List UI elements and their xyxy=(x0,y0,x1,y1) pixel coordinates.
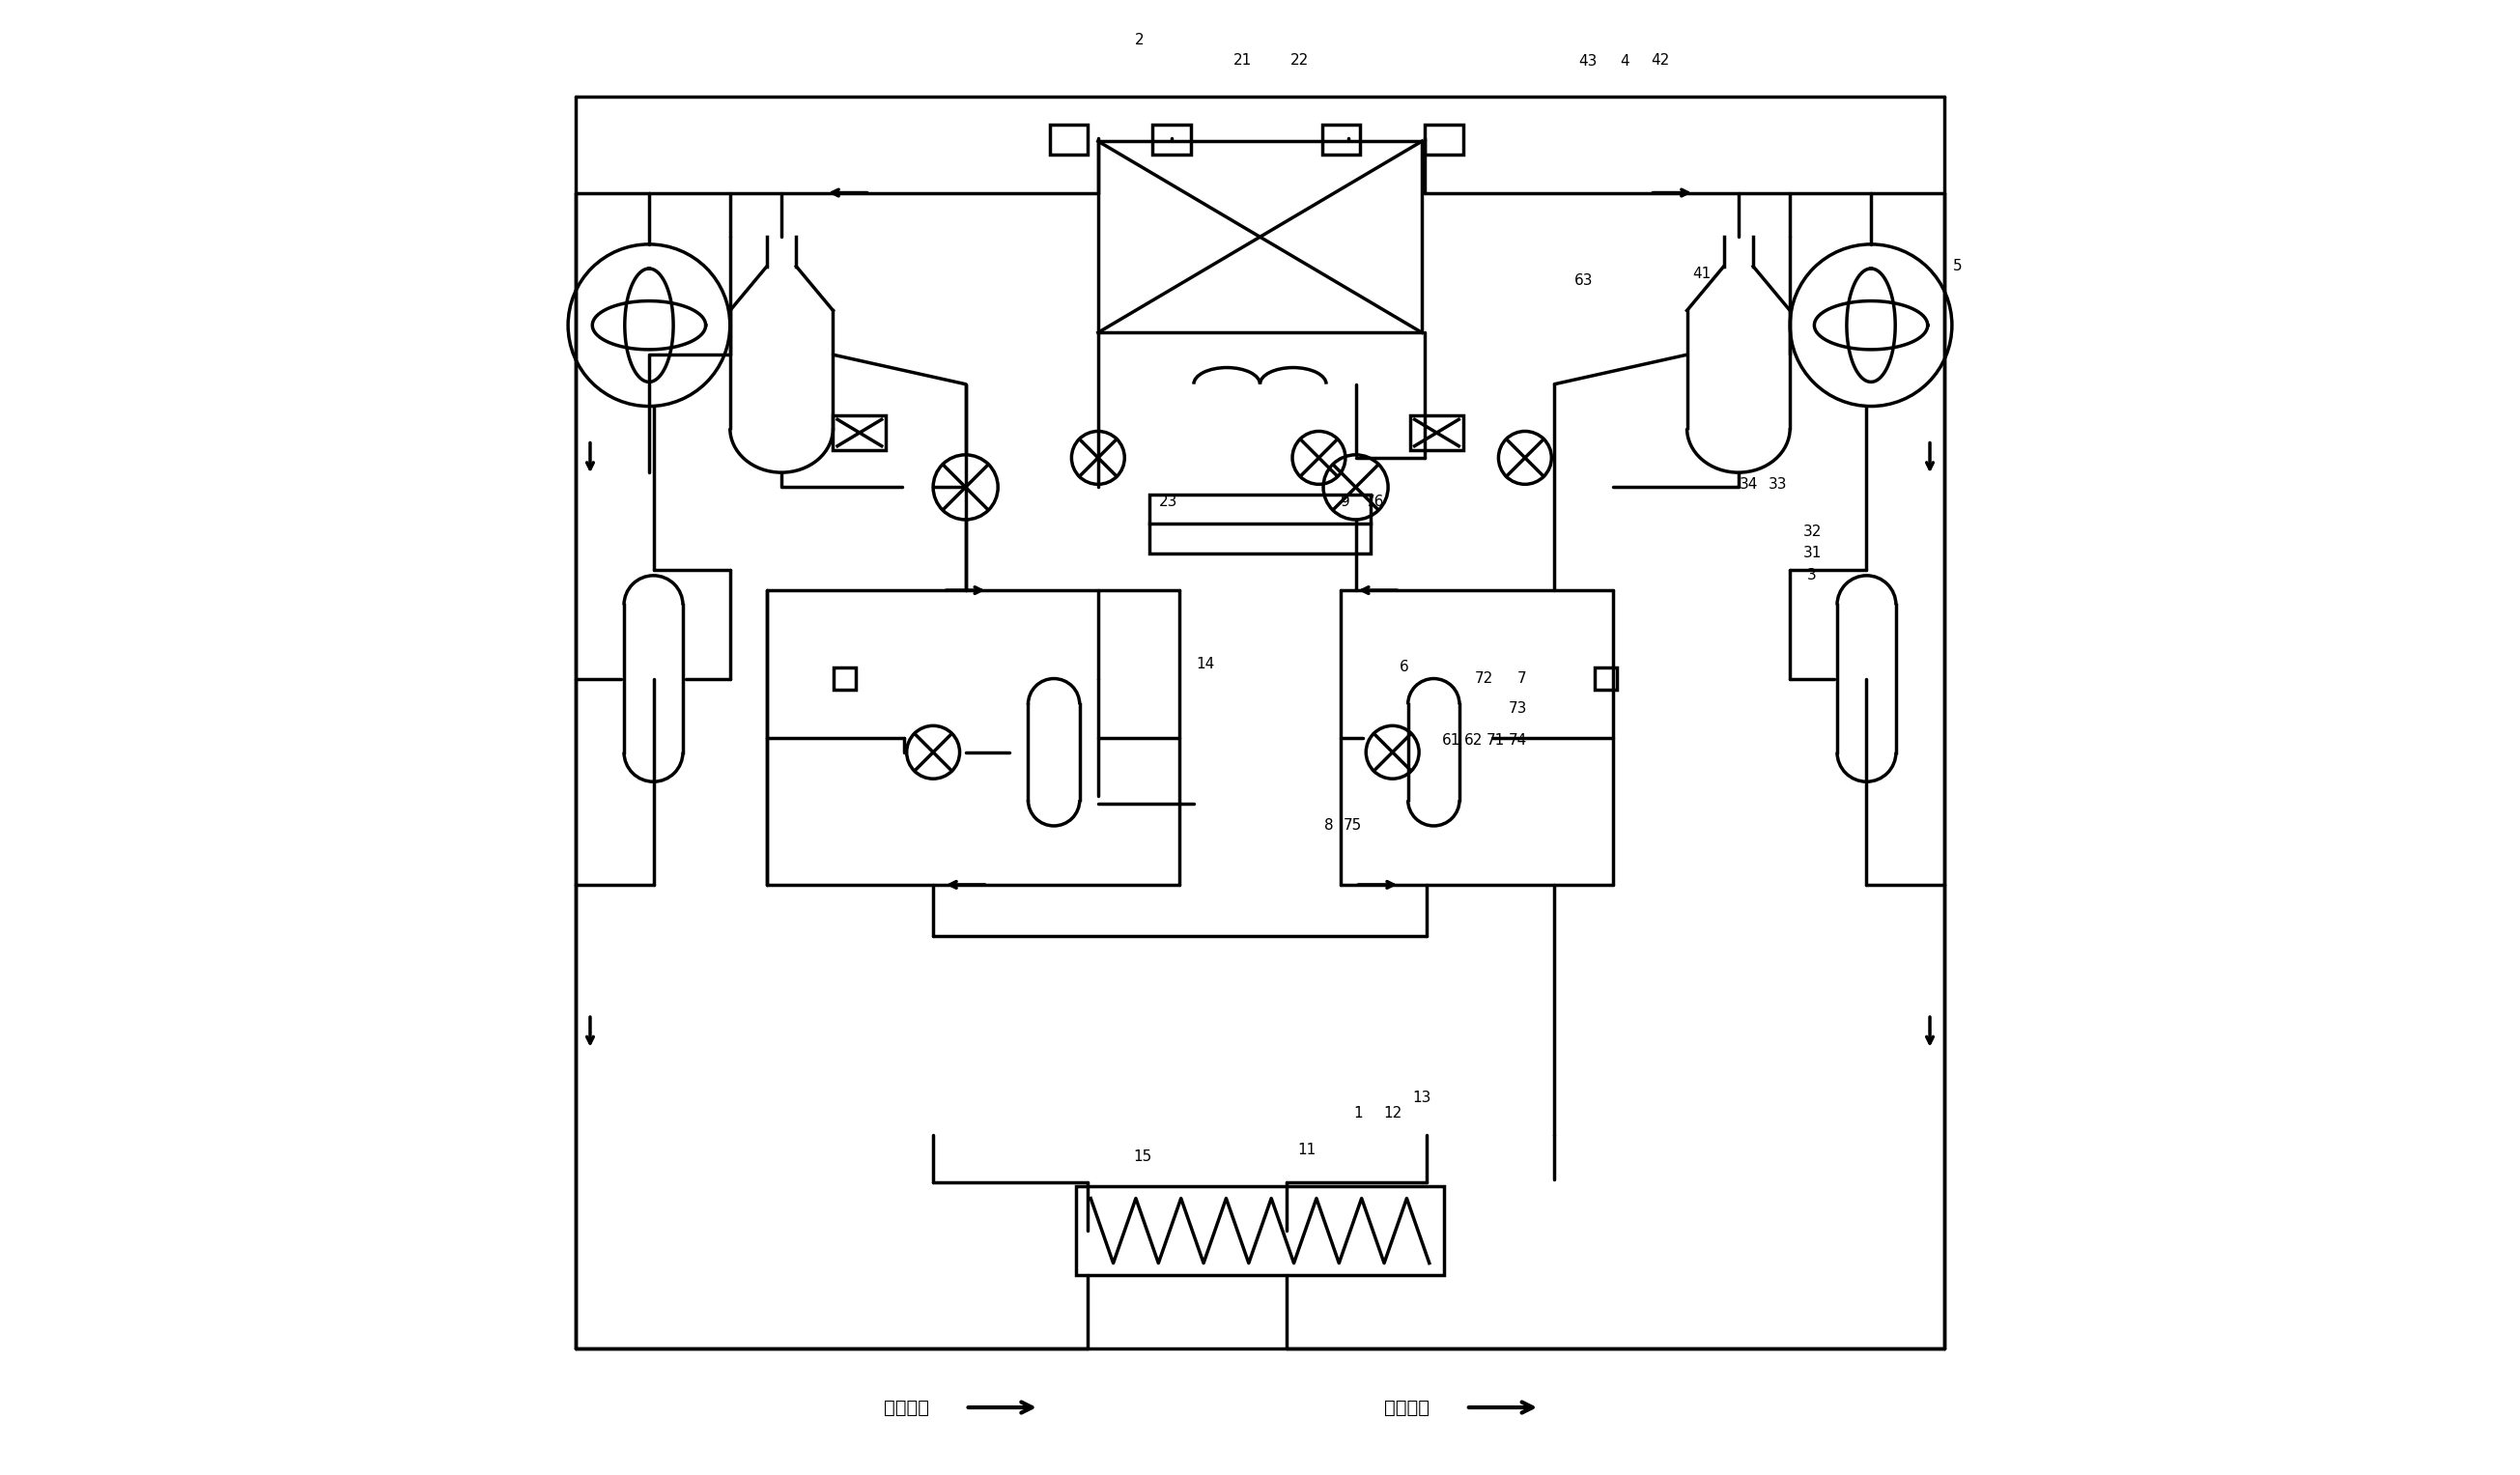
Text: 制熱工況: 制熱工況 xyxy=(1383,1398,1429,1416)
Text: 2: 2 xyxy=(1134,32,1144,47)
Bar xyxy=(1149,494,1371,553)
Text: 76: 76 xyxy=(1366,494,1383,509)
Text: 41: 41 xyxy=(1693,267,1711,280)
Text: 61: 61 xyxy=(1441,733,1462,748)
Text: 3: 3 xyxy=(1807,568,1817,583)
Text: 73: 73 xyxy=(1509,701,1527,715)
Text: 7: 7 xyxy=(1517,671,1527,686)
Bar xyxy=(1595,668,1618,690)
Bar xyxy=(1424,125,1464,155)
Text: 制冷工況: 制冷工況 xyxy=(885,1398,930,1416)
Text: 72: 72 xyxy=(1474,671,1492,686)
Text: 62: 62 xyxy=(1464,733,1482,748)
Text: 15: 15 xyxy=(1134,1150,1152,1164)
Bar xyxy=(1076,1186,1444,1274)
Bar xyxy=(834,414,887,450)
Text: 14: 14 xyxy=(1197,656,1215,671)
Text: 42: 42 xyxy=(1651,53,1671,68)
Text: 32: 32 xyxy=(1802,524,1822,538)
Text: 71: 71 xyxy=(1487,733,1504,748)
Text: 21: 21 xyxy=(1232,53,1252,68)
Text: 23: 23 xyxy=(1159,494,1177,509)
Text: 5: 5 xyxy=(1953,260,1963,273)
Text: 13: 13 xyxy=(1414,1092,1431,1105)
Text: 34: 34 xyxy=(1739,476,1759,491)
Bar xyxy=(1152,125,1192,155)
Bar xyxy=(1048,125,1089,155)
Bar xyxy=(1411,414,1464,450)
Text: 4: 4 xyxy=(1620,55,1630,69)
Text: 74: 74 xyxy=(1509,733,1527,748)
Text: 75: 75 xyxy=(1343,819,1361,833)
Text: 6: 6 xyxy=(1399,659,1409,674)
Text: 8: 8 xyxy=(1326,819,1333,833)
Text: 12: 12 xyxy=(1383,1106,1401,1120)
Text: 31: 31 xyxy=(1802,546,1822,560)
Text: 63: 63 xyxy=(1575,274,1593,288)
Text: 1: 1 xyxy=(1353,1106,1363,1120)
Bar xyxy=(834,668,857,690)
Text: 11: 11 xyxy=(1298,1143,1315,1156)
Text: 9: 9 xyxy=(1341,494,1351,509)
Bar xyxy=(1323,125,1361,155)
Bar xyxy=(1099,142,1421,333)
Text: 43: 43 xyxy=(1580,55,1598,69)
Text: 33: 33 xyxy=(1769,476,1787,491)
Text: 22: 22 xyxy=(1290,53,1308,68)
